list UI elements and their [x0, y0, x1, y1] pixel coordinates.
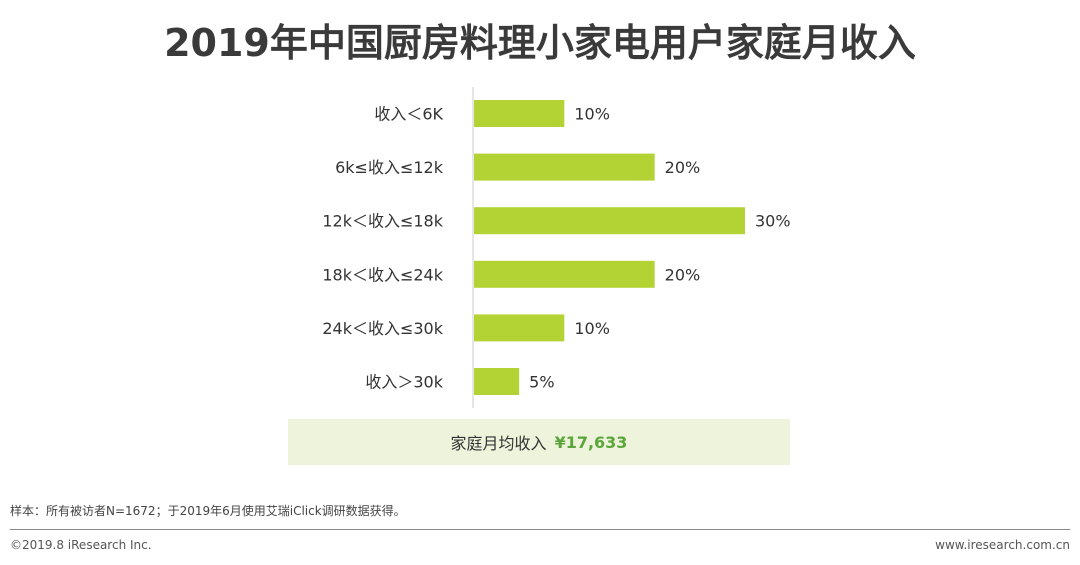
bar — [474, 314, 565, 342]
data-label: 30% — [755, 212, 791, 231]
average-income-label: 家庭月均收入 — [450, 434, 547, 453]
data-label: 10% — [574, 105, 610, 124]
bar — [474, 153, 655, 181]
category-label: 18k＜收入≤24k — [322, 265, 443, 284]
bars-group: 收入＜6K 10% 6k≤收入≤12k 20% 12k＜收入≤18k 30% 18k＜收入≤… — [322, 100, 791, 395]
footer-divider — [10, 529, 1070, 530]
average-income-box: 家庭月均收入 ¥17,633 — [288, 419, 790, 465]
bar — [474, 100, 565, 127]
category-label: 24k＜收入≤30k — [322, 319, 443, 338]
bar-chart: 收入＜6K 10% 6k≤收入≤12k 20% 12k＜收入≤18k 30% 18k＜收入≤… — [322, 87, 791, 408]
data-label: 20% — [665, 265, 701, 284]
website: www.iresearch.com.cn — [935, 538, 1070, 552]
category-label: 收入＜6K — [374, 105, 443, 124]
category-label: 收入＞30k — [365, 373, 443, 392]
category-label: 12k＜收入≤18k — [322, 212, 443, 231]
bar — [474, 368, 520, 395]
data-label: 20% — [665, 158, 701, 177]
sample-note: 样本：所有被访者N=1672；于2019年6月使用艾瑞iClick调研数据获得。 — [10, 504, 406, 518]
bar — [474, 260, 655, 288]
bar — [474, 207, 745, 235]
chart-title: 2019年中国厨房料理小家电用户家庭月收入 — [164, 21, 916, 65]
category-label: 6k≤收入≤12k — [335, 158, 444, 177]
data-label: 10% — [574, 319, 610, 338]
copyright: ©2019.8 iResearch Inc. — [10, 538, 152, 552]
average-income-value: ¥17,633 — [554, 432, 628, 452]
data-label: 5% — [529, 373, 554, 392]
